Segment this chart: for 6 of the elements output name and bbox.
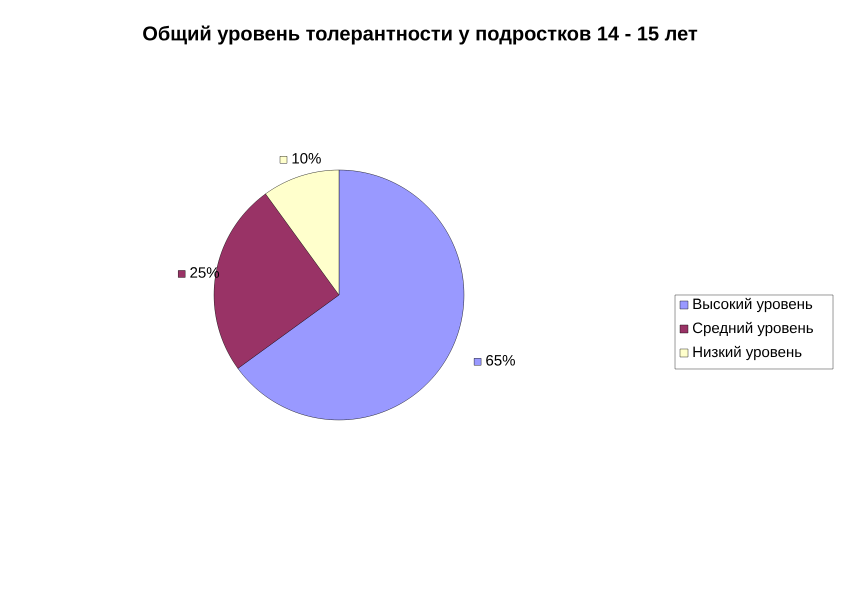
data-label: 65% [486,354,515,366]
legend-label: Высокий уровень [693,298,812,312]
chart-title: Общий уровень толерантности у подростков 14 - 15 лет [143,25,698,45]
legend-label: Низкий уровень [693,346,802,360]
legend-label: Средний уровень [692,322,813,336]
data-label: 10% [292,152,321,164]
